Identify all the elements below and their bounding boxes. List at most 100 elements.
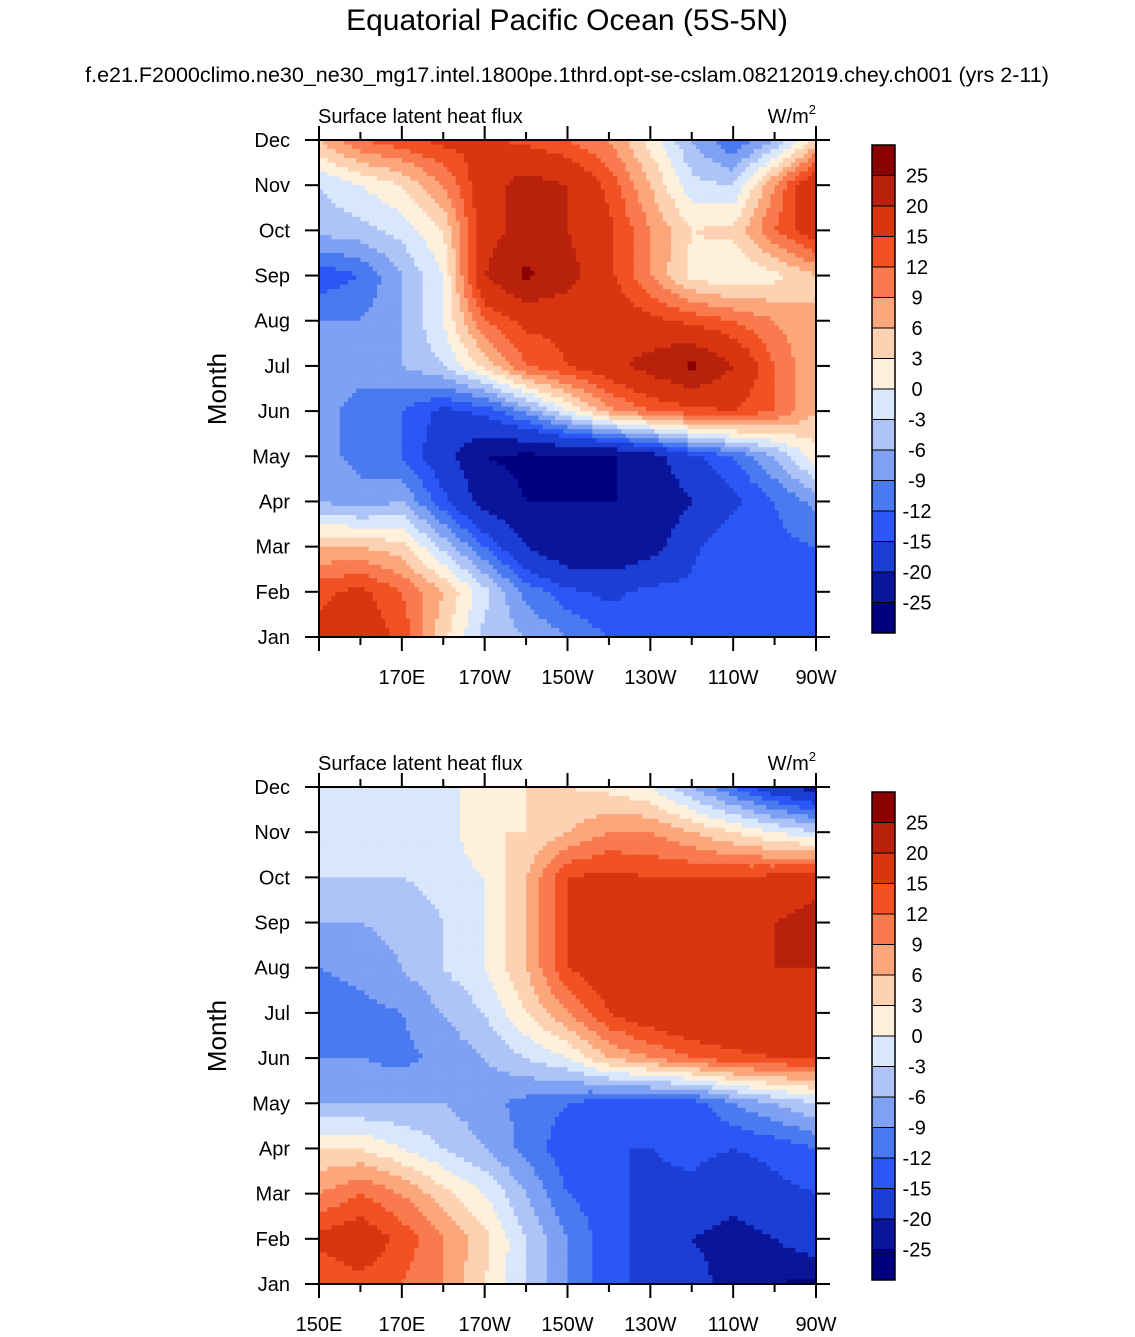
- contour-cell: [750, 298, 755, 303]
- contour-cell: [418, 325, 423, 330]
- contour-cell: [783, 262, 788, 267]
- contour-cell: [331, 271, 336, 276]
- contour-cell: [650, 203, 655, 208]
- contour-cell: [327, 244, 332, 249]
- contour-cell: [700, 244, 705, 249]
- contour-cell: [539, 262, 544, 267]
- contour-cell: [327, 312, 332, 317]
- contour-cell: [683, 158, 688, 163]
- contour-cell: [452, 271, 457, 276]
- contour-cell: [584, 316, 589, 321]
- contour-cell: [410, 239, 415, 244]
- contour-cell: [402, 221, 407, 226]
- contour-cell: [795, 163, 800, 168]
- contour-cell: [808, 158, 813, 163]
- contour-cell: [592, 190, 597, 195]
- contour-cell: [675, 185, 680, 190]
- contour-cell: [754, 172, 759, 177]
- contour-cell: [588, 199, 593, 204]
- contour-cell: [729, 212, 734, 217]
- contour-cell: [385, 176, 390, 181]
- contour-cell: [787, 208, 792, 213]
- contour-cell: [638, 163, 643, 168]
- contour-cell: [638, 149, 643, 154]
- contour-cell: [389, 312, 394, 317]
- contour-cell: [406, 276, 411, 281]
- contour-cell: [514, 167, 519, 172]
- contour-cell: [522, 239, 527, 244]
- contour-cell: [775, 289, 780, 294]
- contour-cell: [468, 185, 473, 190]
- contour-cell: [510, 208, 515, 213]
- contour-cell: [443, 199, 448, 204]
- contour-cell: [563, 217, 568, 222]
- contour-cell: [688, 280, 693, 285]
- contour-cell: [443, 271, 448, 276]
- contour-cell: [435, 267, 440, 272]
- contour-cell: [456, 230, 461, 235]
- contour-cell: [659, 163, 664, 168]
- contour-cell: [725, 190, 730, 195]
- contour-cell: [460, 248, 465, 253]
- contour-cell: [356, 298, 361, 303]
- contour-cell: [799, 203, 804, 208]
- contour-cell: [779, 257, 784, 262]
- contour-cell: [766, 316, 771, 321]
- contour-cell: [501, 190, 506, 195]
- contour-cell: [493, 226, 498, 231]
- contour-cell: [729, 271, 734, 276]
- contour-cell: [663, 203, 668, 208]
- contour-cell: [663, 276, 668, 281]
- contour-cell: [667, 289, 672, 294]
- contour-cell: [787, 154, 792, 159]
- contour-cell: [460, 163, 465, 168]
- contour-cell: [717, 154, 722, 159]
- contour-cell: [717, 167, 722, 172]
- contour-cell: [799, 185, 804, 190]
- contour-cell: [783, 217, 788, 222]
- contour-cell: [385, 285, 390, 290]
- contour-cell: [741, 271, 746, 276]
- contour-cell: [369, 303, 374, 308]
- contour-cell: [356, 212, 361, 217]
- contour-cell: [489, 230, 494, 235]
- contour-cell: [414, 235, 419, 240]
- contour-cell: [708, 248, 713, 253]
- contour-cell: [481, 276, 486, 281]
- contour-cell: [505, 163, 510, 168]
- contour-cell: [340, 203, 345, 208]
- contour-cell: [336, 154, 341, 159]
- contour-cell: [435, 208, 440, 213]
- contour-cell: [522, 267, 527, 272]
- contour-cell: [741, 253, 746, 258]
- contour-cell: [696, 267, 701, 272]
- contour-cell: [683, 203, 688, 208]
- contour-cell: [555, 212, 560, 217]
- contour-cell: [601, 212, 606, 217]
- contour-cell: [625, 208, 630, 213]
- contour-cell: [534, 154, 539, 159]
- contour-cell: [791, 190, 796, 195]
- contour-cell: [327, 154, 332, 159]
- contour-cell: [791, 239, 796, 244]
- contour-cell: [712, 145, 717, 150]
- contour-cell: [729, 244, 734, 249]
- contour-cell: [356, 267, 361, 272]
- contour-cell: [683, 194, 688, 199]
- contour-cell: [563, 294, 568, 299]
- contour-cell: [576, 239, 581, 244]
- contour-cell: [791, 217, 796, 222]
- contour-cell: [410, 303, 415, 308]
- contour-cell: [791, 285, 796, 290]
- contour-cell: [766, 230, 771, 235]
- contour-cell: [534, 312, 539, 317]
- contour-cell: [688, 203, 693, 208]
- contour-cell: [381, 298, 386, 303]
- contour-cell: [804, 312, 809, 317]
- contour-cell: [572, 203, 577, 208]
- contour-cell: [369, 149, 374, 154]
- contour-cell: [696, 208, 701, 213]
- contour-cell: [402, 316, 407, 321]
- contour-cell: [634, 307, 639, 312]
- contour-cell: [770, 163, 775, 168]
